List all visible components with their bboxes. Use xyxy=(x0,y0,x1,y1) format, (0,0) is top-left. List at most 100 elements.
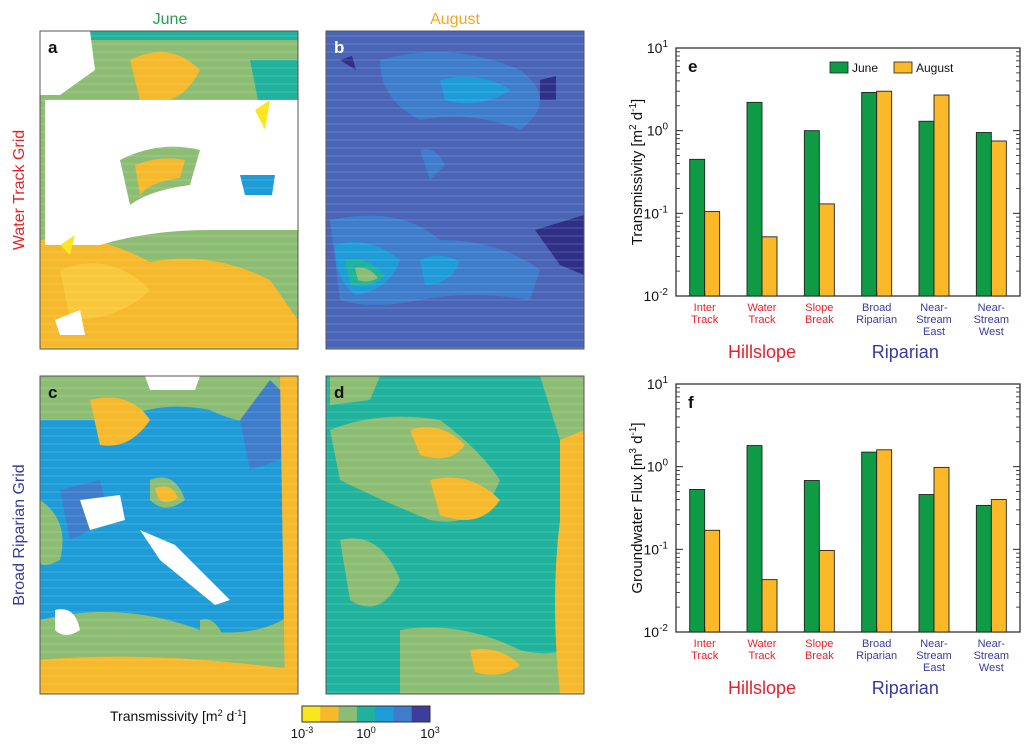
bar-august-1 xyxy=(761,579,778,633)
bar-june-2 xyxy=(803,130,820,297)
bar-june-5 xyxy=(975,132,992,297)
bar-june-3 xyxy=(861,91,878,297)
row-label-broad-riparian: Broad Riparian Grid xyxy=(11,464,28,605)
legend-label-june: June xyxy=(852,61,878,75)
colorbar-swatch xyxy=(411,706,431,722)
y-axis-label: Groundwater Flux [m3 d-1] xyxy=(628,422,646,593)
x-tick-label: Stream xyxy=(974,314,1009,326)
plot-area xyxy=(675,383,1021,633)
panel-letter-e: e xyxy=(688,57,697,76)
column-header-june: June xyxy=(153,11,188,28)
map-d-frame xyxy=(325,375,585,695)
map-d xyxy=(326,376,584,694)
bar-june-0 xyxy=(689,489,706,633)
column-header-august: August xyxy=(430,11,480,28)
x-tick-label: Break xyxy=(805,650,834,662)
x-tick-label: Track xyxy=(748,314,776,326)
x-tick-label: West xyxy=(979,662,1004,674)
bar-august-0 xyxy=(704,211,721,297)
colorbar-swatch xyxy=(302,706,321,722)
row-label-water-track: Water Track Grid xyxy=(11,130,28,250)
colorbar-swatch xyxy=(356,706,376,722)
bar-june-4 xyxy=(918,120,935,297)
bar-august-3 xyxy=(876,90,893,297)
x-tick-label: Inter xyxy=(694,638,716,650)
group-label-riparian: Riparian xyxy=(872,678,939,698)
group-label-riparian: Riparian xyxy=(872,342,939,362)
x-tick-label: East xyxy=(923,326,945,338)
panel-letter-b: b xyxy=(334,38,344,57)
bar-august-5 xyxy=(990,140,1007,297)
x-tick-label: Water xyxy=(748,638,777,650)
x-tick-label: West xyxy=(979,326,1004,338)
bar-august-1 xyxy=(761,236,778,297)
y-tick-label: 10-2 xyxy=(644,287,669,304)
bar-june-0 xyxy=(689,158,706,297)
x-tick-label: Broad xyxy=(862,638,891,650)
x-tick-label: Track xyxy=(691,650,719,662)
bar-august-5 xyxy=(990,499,1007,633)
chart-f: 10-2 10-1 100 101 Groundwater Flux [m3 d-1] I… xyxy=(628,375,1021,698)
map-b xyxy=(326,31,584,349)
bar-august-4 xyxy=(933,94,950,297)
legend-label-august: August xyxy=(916,61,954,75)
y-tick-label: 100 xyxy=(647,122,669,139)
x-tick-label: Near- xyxy=(920,302,948,314)
bar-august-0 xyxy=(704,529,721,633)
panel-letter-c: c xyxy=(48,383,57,402)
y-tick-label: 10-1 xyxy=(644,204,669,221)
x-tick-label: Inter xyxy=(694,302,716,314)
x-tick-label: East xyxy=(923,662,945,674)
colorbar: Transmissivity [m2 d-1] 10-3 100 103 xyxy=(110,705,440,741)
y-tick-label: 101 xyxy=(647,39,669,56)
colorbar-tick-1: 100 xyxy=(356,725,375,741)
x-tick-label: Stream xyxy=(974,650,1009,662)
map-c-frame xyxy=(39,375,299,695)
map-a-frame xyxy=(39,30,299,350)
x-tick-label: Water xyxy=(748,302,777,314)
colorbar-swatch xyxy=(393,706,413,722)
colorbar-swatch xyxy=(375,706,394,722)
map-c xyxy=(40,376,298,694)
bar-august-2 xyxy=(818,203,835,297)
bar-june-1 xyxy=(746,101,763,297)
x-tick-label: Track xyxy=(748,650,776,662)
group-label-hillslope: Hillslope xyxy=(728,342,796,362)
y-axis-label: Transmissivity [m2 d-1] xyxy=(628,99,646,245)
map-a xyxy=(40,31,298,349)
bar-charts: 10-2 10-1 100 101 Transmissivity [m2 d-1] Int… xyxy=(628,39,1021,698)
panel-letter-a: a xyxy=(48,38,58,57)
x-tick-label: Broad xyxy=(862,302,891,314)
colorbar-tick-0: 10-3 xyxy=(291,725,313,741)
colorbar-swatch xyxy=(338,706,358,722)
x-tick-label: Stream xyxy=(916,314,951,326)
bar-august-2 xyxy=(818,549,835,633)
x-tick-label: Track xyxy=(691,314,719,326)
bar-june-3 xyxy=(861,451,878,633)
x-tick-label: Riparian xyxy=(856,314,897,326)
y-tick-label: 10-1 xyxy=(644,540,669,557)
bar-june-2 xyxy=(803,480,820,633)
y-tick-label: 10-2 xyxy=(644,623,669,640)
x-tick-label: Near- xyxy=(978,302,1006,314)
x-tick-label: Slope xyxy=(805,638,833,650)
panel-letter-f: f xyxy=(688,393,694,412)
legend-swatch-august xyxy=(893,61,913,74)
x-tick-label: Slope xyxy=(805,302,833,314)
x-tick-label: Riparian xyxy=(856,650,897,662)
legend-swatch-june xyxy=(829,61,849,74)
x-tick-label: Near- xyxy=(920,638,948,650)
x-tick-label: Near- xyxy=(978,638,1006,650)
panel-letter-d: d xyxy=(334,383,344,402)
x-tick-label: Stream xyxy=(916,650,951,662)
bar-august-3 xyxy=(876,449,893,633)
group-label-hillslope: Hillslope xyxy=(728,678,796,698)
chart-e: 10-2 10-1 100 101 Transmissivity [m2 d-1] Int… xyxy=(628,39,1021,362)
y-tick-label: 100 xyxy=(647,458,669,475)
map-b-frame xyxy=(325,30,585,350)
bar-august-4 xyxy=(933,466,950,633)
y-tick-label: 101 xyxy=(647,375,669,392)
bar-june-5 xyxy=(975,504,992,633)
